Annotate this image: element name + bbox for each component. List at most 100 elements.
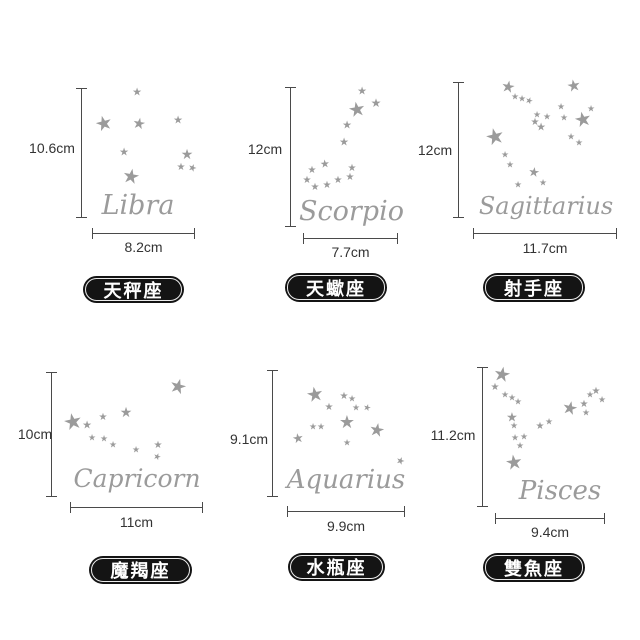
aquarius-star-icon: ★ xyxy=(339,391,349,402)
capricorn-width-label: 11cm xyxy=(119,514,154,530)
pisces-script-name: Pisces xyxy=(518,476,602,506)
pisces-star-icon: ★ xyxy=(591,386,601,397)
pisces-star-icon: ★ xyxy=(581,407,591,418)
pisces-star-icon: ★ xyxy=(509,420,519,431)
sagittarius-height-label: 12cm xyxy=(417,142,453,158)
capricorn-chinese-badge: 魔羯座 xyxy=(89,556,192,584)
scorpio-star-icon: ★ xyxy=(322,180,332,191)
pisces-star-icon: ★ xyxy=(510,432,520,443)
capricorn-star-icon: ★ xyxy=(108,439,118,450)
pisces-star-icon: ★ xyxy=(500,389,510,400)
scorpio-script-name: Scorpio xyxy=(299,196,404,227)
sagittarius-height-dimension-line xyxy=(453,82,464,218)
scorpio-width-dimension-line xyxy=(303,233,398,244)
capricorn-script-name: Capricorn xyxy=(73,464,201,493)
pisces-star-icon: ★ xyxy=(535,421,545,432)
capricorn-star-icon: ★ xyxy=(119,404,133,420)
scorpio-star-icon: ★ xyxy=(357,85,367,98)
sagittarius-star-icon: ★ xyxy=(542,111,552,122)
libra-star-icon: ★ xyxy=(130,114,148,134)
aquarius-star-icon: ★ xyxy=(304,382,326,408)
aquarius-width-dimension-line xyxy=(287,506,405,517)
scorpio-star-icon: ★ xyxy=(333,175,343,186)
libra-width-label: 8.2cm xyxy=(124,239,163,255)
scorpio-star-icon: ★ xyxy=(310,182,320,193)
scorpio-star-icon: ★ xyxy=(307,165,317,176)
capricorn-star-icon: ★ xyxy=(153,440,163,451)
aquarius-star-icon: ★ xyxy=(308,421,318,432)
scorpio-star-icon: ★ xyxy=(345,172,355,183)
capricorn-height-dimension-line xyxy=(46,372,57,497)
pisces-star-icon: ★ xyxy=(579,399,589,410)
aquarius-star-icon: ★ xyxy=(367,418,387,442)
libra-width-dimension-line xyxy=(92,228,195,239)
pisces-star-icon: ★ xyxy=(597,394,607,405)
aquarius-star-icon: ★ xyxy=(290,429,306,447)
pisces-star-icon: ★ xyxy=(560,396,580,420)
pisces-star-icon: ★ xyxy=(519,431,529,442)
libra-star-icon: ★ xyxy=(176,162,186,173)
pisces-star-icon: ★ xyxy=(503,450,525,476)
pisces-star-icon: ★ xyxy=(507,392,517,403)
aquarius-height-label: 9.1cm xyxy=(229,431,269,447)
scorpio-width-label: 7.7cm xyxy=(331,244,370,260)
scorpio-star-icon: ★ xyxy=(370,96,382,110)
sagittarius-star-icon: ★ xyxy=(523,94,535,107)
sagittarius-width-label: 11.7cm xyxy=(522,240,568,256)
capricorn-star-icon: ★ xyxy=(99,433,109,444)
sagittarius-star-icon: ★ xyxy=(517,93,527,104)
libra-star-icon: ★ xyxy=(92,111,116,137)
scorpio-star-icon: ★ xyxy=(302,175,312,186)
capricorn-star-icon: ★ xyxy=(166,374,190,400)
sagittarius-star-icon: ★ xyxy=(566,131,576,142)
sagittarius-star-icon: ★ xyxy=(513,179,523,190)
sagittarius-star-icon: ★ xyxy=(536,121,546,134)
scorpio-star-icon: ★ xyxy=(347,163,357,174)
libra-script-name: Libra xyxy=(101,190,175,221)
aquarius-height-dimension-line xyxy=(267,370,278,497)
sagittarius-star-icon: ★ xyxy=(556,101,566,112)
aquarius-chinese-badge: 水瓶座 xyxy=(288,553,385,581)
aquarius-star-icon: ★ xyxy=(316,421,326,432)
capricorn-star-icon: ★ xyxy=(98,412,108,423)
scorpio-height-dimension-line xyxy=(285,87,296,227)
scorpio-star-icon: ★ xyxy=(346,97,368,123)
libra-height-label: 10.6cm xyxy=(29,140,75,156)
aquarius-script-name: Aquarius xyxy=(286,465,406,495)
libra-star-icon: ★ xyxy=(173,114,183,127)
pisces-chinese-badge: 雙魚座 xyxy=(483,553,585,582)
capricorn-star-icon: ★ xyxy=(131,444,141,455)
libra-star-icon: ★ xyxy=(180,146,194,162)
aquarius-star-icon: ★ xyxy=(361,401,373,414)
aquarius-star-icon: ★ xyxy=(347,393,357,404)
libra-star-icon: ★ xyxy=(186,161,199,176)
pisces-height-label: 11.2cm xyxy=(430,427,476,443)
libra-height-dimension-line xyxy=(76,88,87,218)
aquarius-star-icon: ★ xyxy=(338,412,356,432)
sagittarius-star-icon: ★ xyxy=(574,137,584,148)
sagittarius-star-icon: ★ xyxy=(565,76,583,97)
pisces-star-icon: ★ xyxy=(506,409,518,425)
capricorn-star-icon: ★ xyxy=(82,419,92,432)
capricorn-star-icon: ★ xyxy=(151,450,163,463)
aquarius-star-icon: ★ xyxy=(342,437,352,448)
pisces-star-icon: ★ xyxy=(544,416,554,427)
sagittarius-star-icon: ★ xyxy=(538,177,548,188)
scorpio-chinese-badge: 天蠍座 xyxy=(285,273,387,302)
libra-chinese-badge: 天秤座 xyxy=(83,276,184,303)
sagittarius-star-icon: ★ xyxy=(505,159,515,170)
aquarius-star-icon: ★ xyxy=(324,402,334,413)
pisces-star-icon: ★ xyxy=(513,396,523,407)
sagittarius-star-icon: ★ xyxy=(530,117,540,128)
capricorn-width-dimension-line xyxy=(70,502,203,513)
libra-star-icon: ★ xyxy=(119,146,129,159)
sagittarius-star-icon: ★ xyxy=(500,149,510,160)
sagittarius-star-icon: ★ xyxy=(532,109,542,120)
aquarius-star-icon: ★ xyxy=(351,402,361,413)
capricorn-star-icon: ★ xyxy=(87,432,97,443)
libra-star-icon: ★ xyxy=(120,164,142,190)
libra-star-icon: ★ xyxy=(132,86,142,99)
scorpio-star-icon: ★ xyxy=(342,119,352,132)
pisces-height-dimension-line xyxy=(477,367,488,507)
